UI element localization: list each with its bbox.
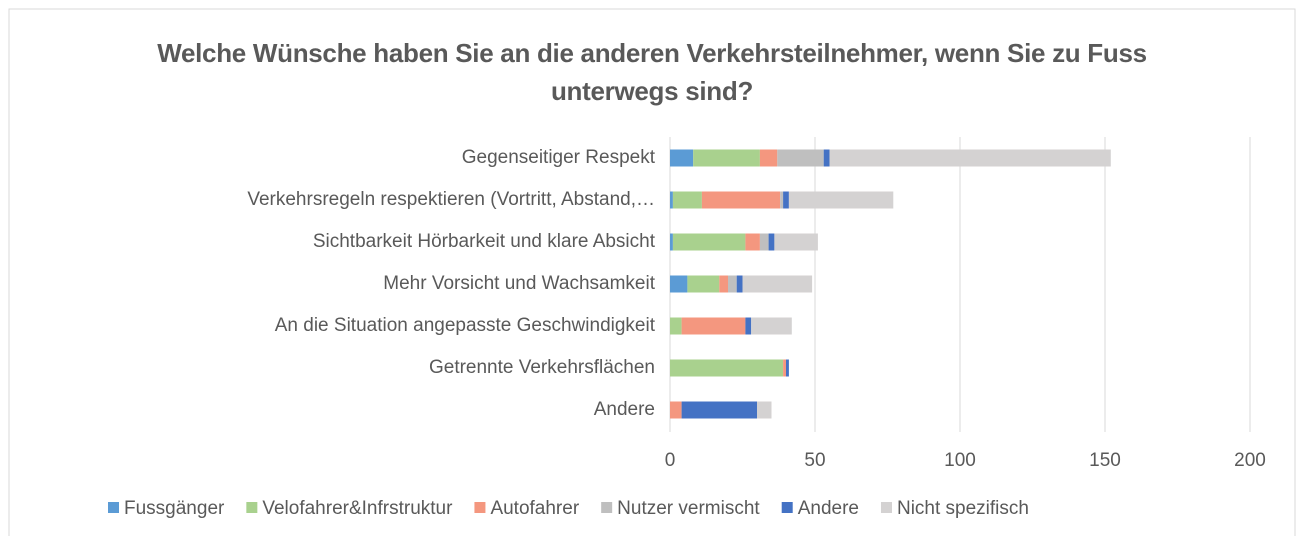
bar-segment — [774, 233, 818, 251]
legend-label: Nutzer vermischt — [617, 498, 760, 519]
legend-label: Fussgänger — [124, 498, 225, 519]
bar-segment — [736, 275, 743, 293]
x-tick-label: 50 — [804, 450, 825, 471]
bar-segment — [681, 401, 757, 419]
bar-segment — [759, 233, 769, 251]
bar-segment — [693, 149, 760, 167]
bar-segment — [786, 359, 789, 377]
bar-segment — [670, 149, 694, 167]
bar-segment — [823, 149, 830, 167]
bar-segment — [783, 191, 789, 209]
chart-border — [8, 8, 1296, 536]
bar-segment — [670, 191, 673, 209]
y-tick-label: Gegenseitiger Respekt — [462, 147, 656, 168]
bar-segment — [670, 359, 784, 377]
y-tick-label: An die Situation angepasste Geschwindigk… — [275, 315, 656, 336]
legend-swatch — [880, 502, 892, 513]
bar-segment — [670, 401, 682, 419]
x-tick-label: 150 — [1089, 450, 1121, 471]
y-tick-label: Verkehrsregeln respektieren (Vortritt, A… — [247, 189, 655, 210]
bar-segment — [788, 191, 894, 209]
chart-title: Welche Wünsche haben Sie an die anderen … — [157, 38, 1147, 106]
legend-swatch — [601, 502, 613, 513]
bar-segment — [783, 359, 786, 377]
bar-segment — [670, 275, 688, 293]
bar-segment — [670, 233, 673, 251]
bar-segment — [757, 401, 772, 419]
legend-swatch — [781, 502, 793, 513]
x-tick-label: 0 — [665, 450, 676, 471]
bar-segment — [759, 149, 778, 167]
legend-swatch — [246, 502, 258, 513]
y-tick-label: Getrennte Verkehrsflächen — [429, 357, 655, 378]
legend-swatch — [474, 502, 486, 513]
bar-segment — [777, 149, 824, 167]
y-tick-label: Sichtbarkeit Hörbarkeit und klare Absich… — [313, 231, 656, 252]
bar-segment — [719, 275, 728, 293]
legend-label: Andere — [798, 498, 859, 519]
y-tick-label: Mehr Vorsicht und Wachsamkeit — [383, 273, 655, 294]
x-tick-label: 100 — [944, 450, 976, 471]
bar-segment — [745, 317, 752, 335]
legend-label: Velofahrer&Infrstruktur — [262, 498, 453, 519]
bar-segment — [672, 191, 702, 209]
legend-swatch — [108, 502, 119, 513]
bar-segment — [672, 233, 746, 251]
bar-segment — [670, 317, 682, 335]
y-tick-label: Andere — [594, 399, 655, 420]
bar-segment — [751, 317, 792, 335]
bar-segment — [745, 233, 760, 251]
bar-segment — [687, 275, 720, 293]
bar-segment — [728, 275, 737, 293]
bar-segment — [829, 149, 1111, 167]
bar-segment — [701, 191, 781, 209]
bar-segment — [742, 275, 813, 293]
legend-label: Nicht spezifisch — [897, 498, 1029, 519]
bar-segment — [768, 233, 775, 251]
x-tick-label: 200 — [1234, 450, 1266, 471]
bar-segment — [780, 191, 784, 209]
legend-label: Autofahrer — [490, 498, 579, 519]
bar-segment — [681, 317, 746, 335]
